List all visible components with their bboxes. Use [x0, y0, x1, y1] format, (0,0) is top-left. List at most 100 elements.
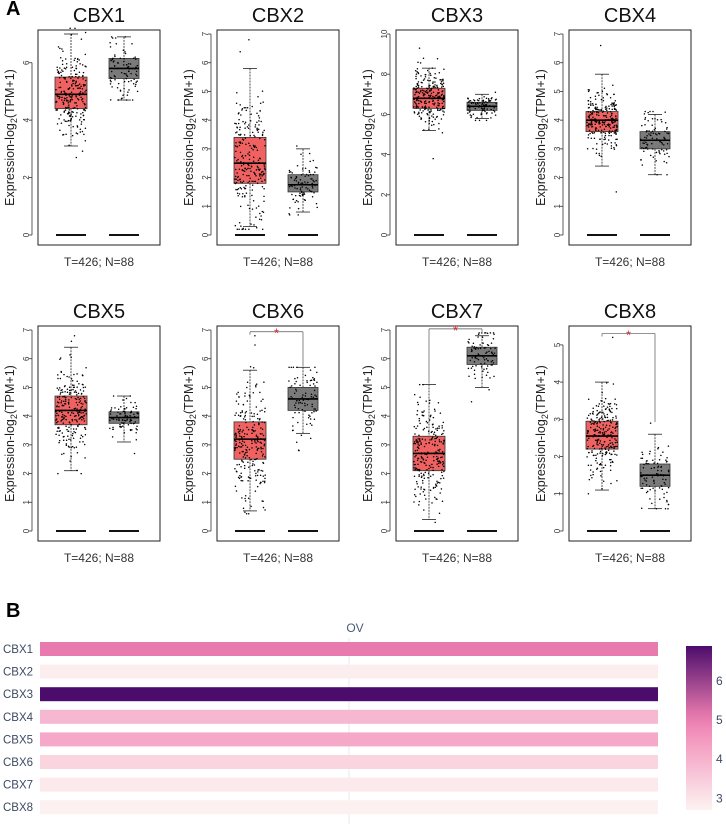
data-point — [69, 393, 71, 395]
data-point — [259, 137, 261, 140]
data-point — [436, 109, 439, 112]
data-point — [439, 82, 442, 85]
data-point — [255, 207, 258, 209]
data-point — [259, 177, 262, 180]
data-point — [301, 408, 304, 411]
data-point — [418, 112, 420, 115]
data-point — [59, 393, 62, 395]
data-point — [235, 412, 237, 414]
data-point — [242, 456, 245, 458]
data-point — [603, 413, 605, 415]
heatmap-cell — [40, 800, 658, 815]
data-point — [68, 386, 71, 389]
y-axis-label: Expression-log2(TPM+1) — [182, 365, 198, 502]
data-point — [259, 410, 261, 412]
data-point — [70, 113, 72, 116]
data-point — [483, 356, 485, 359]
data-point — [80, 123, 83, 125]
data-point — [660, 148, 663, 151]
data-point — [237, 476, 240, 479]
data-point — [245, 143, 247, 145]
data-point — [417, 61, 419, 63]
data-point — [309, 437, 312, 440]
data-point — [417, 468, 420, 471]
data-point — [255, 216, 257, 218]
data-point — [420, 101, 423, 103]
data-point — [264, 407, 266, 410]
data-point — [643, 147, 645, 150]
data-point — [600, 474, 602, 477]
boxplot-cbx3: CBX30246810Expression-log2(TPM+1)T=426; … — [361, 5, 519, 269]
data-point — [58, 430, 60, 433]
data-point — [77, 84, 79, 87]
data-point — [251, 105, 253, 108]
data-point — [84, 399, 86, 402]
data-point — [662, 451, 664, 453]
data-point — [81, 383, 84, 386]
data-point — [85, 402, 87, 404]
data-point — [244, 395, 246, 397]
data-point — [295, 175, 298, 178]
data-point — [422, 411, 424, 413]
data-point — [55, 89, 57, 91]
data-point — [240, 133, 242, 136]
data-point — [598, 403, 601, 405]
data-point — [77, 77, 79, 79]
data-point — [603, 401, 606, 403]
data-point — [84, 127, 87, 129]
data-point — [591, 112, 594, 114]
data-point — [249, 167, 251, 170]
data-point — [309, 173, 312, 176]
data-point — [294, 187, 296, 189]
data-point — [73, 69, 76, 72]
data-point — [61, 48, 63, 50]
data-point — [418, 383, 421, 386]
data-point — [467, 101, 470, 103]
data-point — [614, 445, 617, 448]
data-point — [420, 89, 422, 92]
data-point — [260, 171, 263, 173]
data-point — [74, 83, 77, 85]
data-point — [263, 172, 265, 175]
data-point — [434, 84, 436, 86]
data-point — [63, 417, 65, 420]
data-point — [609, 439, 611, 442]
data-point — [250, 505, 252, 508]
data-point — [84, 84, 86, 86]
data-point — [67, 401, 70, 404]
data-point — [297, 408, 300, 410]
data-point — [72, 80, 74, 82]
data-point — [77, 412, 79, 414]
data-point — [263, 481, 266, 484]
data-point — [120, 71, 123, 74]
data-point — [66, 388, 69, 391]
data-point — [431, 430, 433, 433]
data-point — [112, 395, 115, 397]
data-point — [76, 111, 78, 114]
data-point — [603, 128, 606, 130]
data-point — [58, 387, 61, 389]
data-point — [481, 336, 484, 339]
data-point — [604, 447, 606, 449]
heatmap-cell — [40, 642, 658, 656]
data-point — [235, 150, 237, 153]
data-point — [67, 411, 69, 414]
data-point — [122, 425, 124, 427]
data-point — [483, 101, 486, 104]
data-point — [603, 87, 606, 89]
data-point — [65, 396, 67, 399]
data-point — [289, 171, 292, 173]
chart-title: CBX2 — [252, 5, 304, 27]
data-point — [254, 430, 256, 432]
data-point — [432, 95, 434, 98]
data-point — [434, 94, 437, 97]
data-point — [665, 478, 667, 481]
data-point — [255, 385, 257, 388]
data-point — [78, 83, 81, 85]
data-point — [433, 86, 435, 88]
data-point — [57, 71, 59, 73]
data-point — [243, 467, 246, 470]
data-point — [235, 444, 237, 447]
data-point — [658, 487, 661, 489]
